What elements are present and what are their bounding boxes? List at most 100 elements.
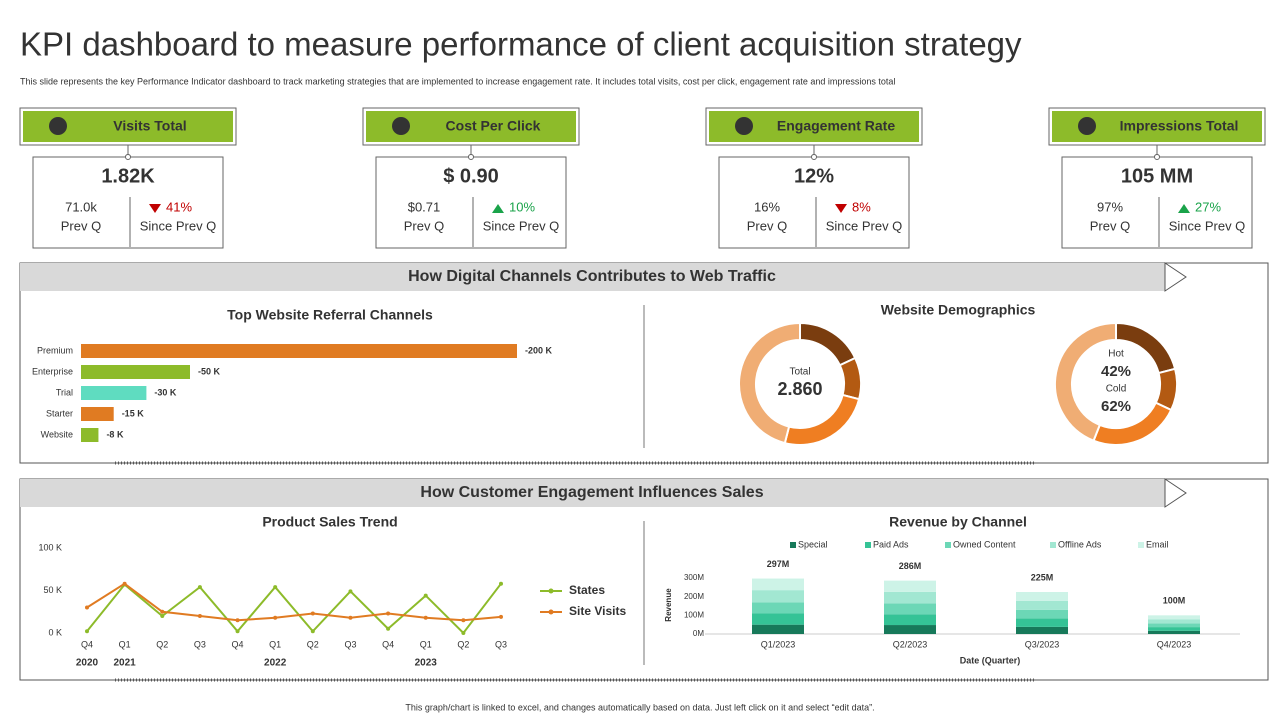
y-tick-label: 50 K [43,585,62,595]
bar-segment [1016,592,1068,601]
line-point [348,589,353,594]
kpi-change: 8% [852,199,871,214]
total-label: 225M [1031,572,1054,582]
bar-segment [884,625,936,634]
line-point [273,585,278,590]
total-label: 100M [1163,596,1186,606]
donut-center-label: Cold [1106,384,1127,395]
x-tick-label: Q3 [344,639,356,649]
section-header [20,263,1165,291]
legend-label: Site Visits [569,604,626,618]
donut-center-label: 2.860 [777,379,822,399]
bar-segment [1148,615,1200,620]
kpi-value: 12% [794,165,834,187]
kpi-prev: 16% [754,199,780,214]
trend-arrow [835,204,847,213]
line-point [423,615,428,620]
value-label: -15 K [122,408,145,418]
connector-dot [468,154,474,160]
chart-title: Revenue by Channel [889,514,1027,530]
kpi-prev: 97% [1097,199,1123,214]
kpi-value: 105 MM [1121,165,1193,187]
line-point [348,615,353,620]
section-header [20,479,1165,507]
kpi-card [32,156,224,249]
legend-label: Email [1146,539,1169,549]
kpi-prev: $0.71 [408,199,441,214]
trend-arrow [1178,204,1190,213]
value-label: -50 K [198,366,221,376]
category-label: Trial [56,387,73,397]
kpi-icon [49,117,67,135]
line-point [197,585,202,590]
bar-segment [752,624,804,634]
y-tick-label: 100M [684,610,704,619]
kpi-change-label: Since Prev Q [483,218,560,233]
bar-segment [1016,626,1068,634]
legend-label: Owned Content [953,539,1016,549]
x-axis-label: Date (Quarter) [960,655,1021,665]
category-label: Enterprise [32,366,73,376]
year-label: 2022 [264,658,287,669]
kpi-change-label: Since Prev Q [140,218,217,233]
line-point [461,631,466,635]
section-title: How Customer Engagement Influences Sales [420,484,763,501]
connector-dot [811,154,817,160]
x-tick-label: Q4 [232,639,244,649]
x-tick-label: Q3 [495,639,507,649]
page-title: KPI dashboard to measure performance of … [20,26,1022,63]
year-label: 2020 [76,658,99,669]
kpi-change: 27% [1195,199,1221,214]
kpi-card [375,156,567,249]
bar-segment [1148,630,1200,634]
x-tick-label: Q2 [457,639,469,649]
donut-center-label: Total [789,367,810,378]
line-point [122,581,127,586]
donut-center-label: 62% [1101,398,1131,415]
connector-dot [1154,154,1160,160]
kpi-prev-label: Prev Q [404,218,444,233]
x-tick-label: Q2 [156,639,168,649]
legend-label: States [569,583,605,597]
y-tick-label: 200M [684,592,704,601]
x-tick-label: Q1 [269,639,281,649]
section-tip [1164,262,1187,292]
legend-swatch [1138,542,1144,548]
bar [81,365,190,379]
bar-segment [1016,618,1068,627]
footer-note: This graph/chart is linked to excel, and… [405,702,874,712]
x-tick-label: Q4 [382,639,394,649]
line-point [85,605,89,610]
y-tick-label: 300M [684,573,704,582]
kpi-label: Cost Per Click [446,118,541,134]
line-point [273,615,278,620]
kpi-prev: 71.0k [65,199,97,214]
bar [81,428,99,442]
year-label: 2023 [415,658,438,669]
legend-label: Offline Ads [1058,539,1102,549]
total-label: 286M [899,561,922,571]
line-point [499,581,503,586]
kpi-change: 10% [509,199,535,214]
value-label: -200 K [525,345,553,355]
donut-center-label: Hot [1108,349,1124,360]
line-point [386,611,391,616]
kpi-change-label: Since Prev Q [1169,218,1246,233]
year-label: 2021 [114,658,137,669]
x-tick-label: Q2/2023 [893,639,928,649]
bar-segment [884,614,936,626]
chart-title: Top Website Referral Channels [227,307,433,323]
bar-segment [1148,623,1200,628]
line-point [461,618,466,623]
kpi-prev-label: Prev Q [747,218,787,233]
section-title: How Digital Channels Contributes to Web … [408,268,776,285]
line-point [499,614,503,619]
kpi-value: 1.82K [101,165,155,187]
bar-segment [752,590,804,603]
kpi-change: 41% [166,199,192,214]
y-tick-label: 0M [693,629,704,638]
section-tip [1164,478,1187,508]
x-tick-label: Q3 [194,639,206,649]
